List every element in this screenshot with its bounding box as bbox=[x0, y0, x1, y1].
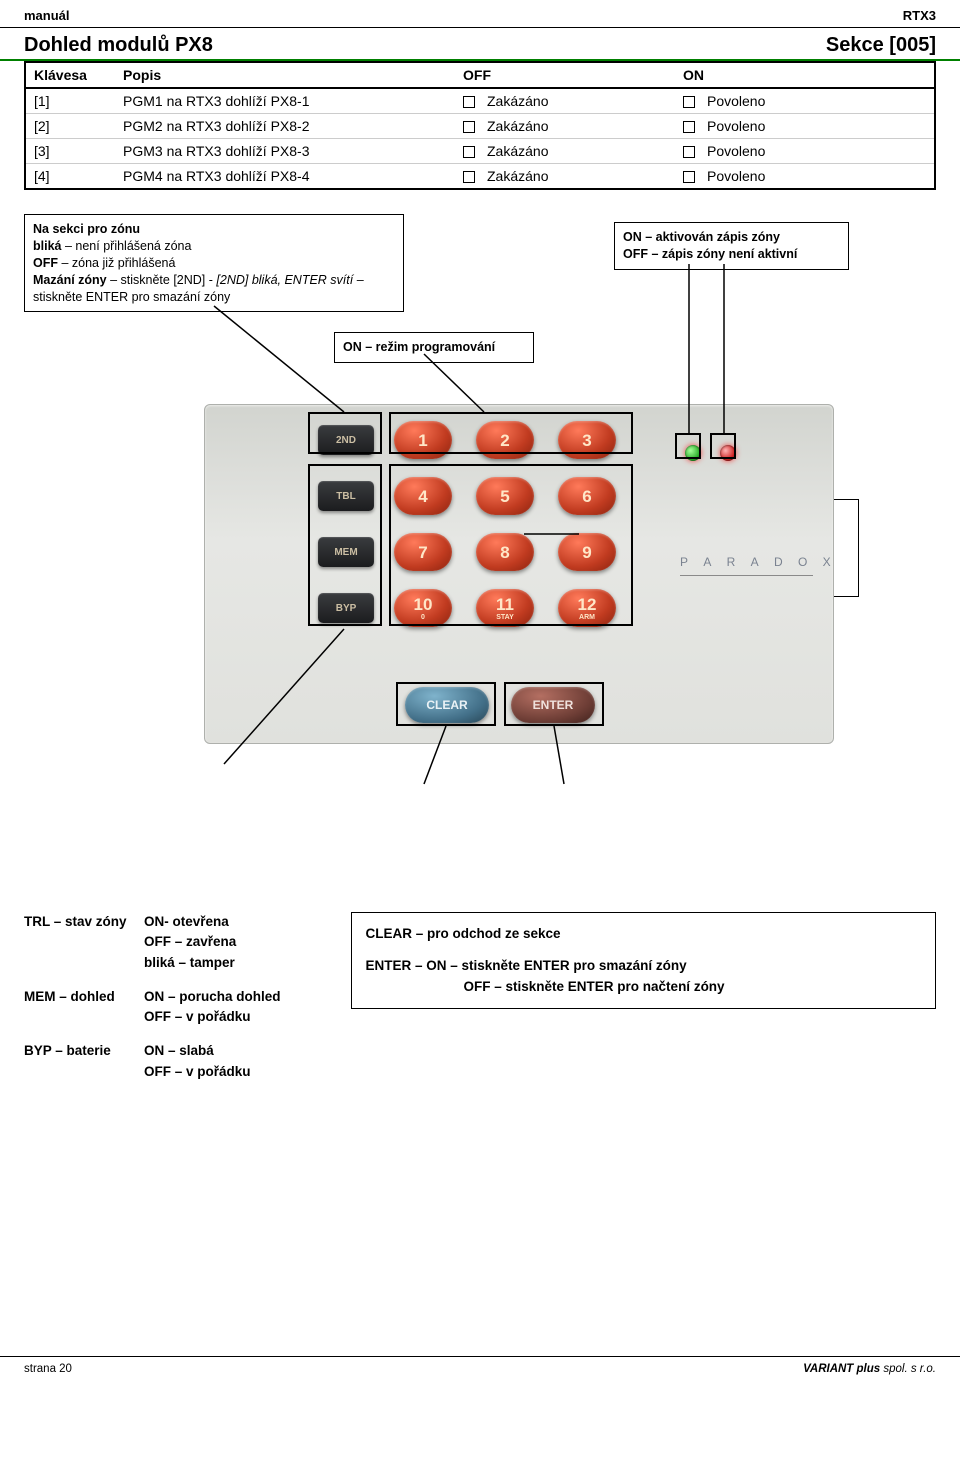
key-8: 8 bbox=[476, 533, 534, 571]
cell-key: [1] bbox=[25, 88, 115, 114]
th-on: ON bbox=[675, 62, 935, 88]
cell-on: Povoleno bbox=[675, 114, 935, 139]
cell-desc: PGM3 na RTX3 dohlíží PX8-3 bbox=[115, 139, 455, 164]
section-title: Dohled modulů PX8 Sekce [005] bbox=[0, 28, 960, 61]
cell-off: Zakázáno bbox=[455, 88, 675, 114]
footer-right: VARIANT plus spol. s r.o. bbox=[803, 1363, 936, 1375]
page-footer: strana 20 VARIANT plus spol. s r.o. bbox=[0, 1356, 960, 1385]
brand-label: P A R A D O X bbox=[680, 555, 813, 576]
key-11: 11STAY bbox=[476, 589, 534, 627]
key-2: 2 bbox=[476, 421, 534, 459]
legend-block: TRL – stav zóny ON- otevřena OFF – zavře… bbox=[24, 912, 936, 1096]
checkbox-icon bbox=[683, 121, 695, 133]
key-byp: BYP bbox=[318, 593, 374, 623]
cell-key: [4] bbox=[25, 164, 115, 190]
legend-trl: TRL – stav zóny ON- otevřena OFF – zavře… bbox=[24, 912, 281, 973]
cell-key: [3] bbox=[25, 139, 115, 164]
keypad-grid: 2ND 1 2 3 TBL 4 5 6 MEM 7 8 9 BYP 100 11… bbox=[315, 415, 645, 633]
key-5: 5 bbox=[476, 477, 534, 515]
key-tbl: TBL bbox=[318, 481, 374, 511]
section-title-right: Sekce [005] bbox=[826, 34, 936, 57]
th-off: OFF bbox=[455, 62, 675, 88]
key-enter: ENTER bbox=[511, 687, 595, 723]
cell-off: Zakázáno bbox=[455, 114, 675, 139]
section-title-left: Dohled modulů PX8 bbox=[24, 34, 213, 57]
cell-desc: PGM1 na RTX3 dohlíží PX8-1 bbox=[115, 88, 455, 114]
key-2nd: 2ND bbox=[318, 425, 374, 455]
key-7: 7 bbox=[394, 533, 452, 571]
checkbox-icon bbox=[463, 146, 475, 158]
table-row: [1] PGM1 na RTX3 dohlíží PX8-1 Zakázáno … bbox=[25, 88, 935, 114]
cell-key: [2] bbox=[25, 114, 115, 139]
table-row: [3] PGM3 na RTX3 dohlíží PX8-3 Zakázáno … bbox=[25, 139, 935, 164]
key-4: 4 bbox=[394, 477, 452, 515]
legend-mem: MEM – dohled ON – porucha dohled OFF – v… bbox=[24, 987, 281, 1028]
header-right: RTX3 bbox=[903, 8, 936, 23]
callout-prog-mode: ON – režim programování bbox=[334, 332, 534, 363]
keypad-diagram: Na sekci pro zónu bliká – není přihlášen… bbox=[24, 214, 936, 894]
table-body: [1] PGM1 na RTX3 dohlíží PX8-1 Zakázáno … bbox=[25, 88, 935, 189]
checkbox-icon bbox=[463, 96, 475, 108]
table-row: [4] PGM4 na RTX3 dohlíží PX8-4 Zakázáno … bbox=[25, 164, 935, 190]
legend-byp: BYP – baterie ON – slabá OFF – v pořádku bbox=[24, 1041, 281, 1082]
cell-desc: PGM2 na RTX3 dohlíží PX8-2 bbox=[115, 114, 455, 139]
th-key: Klávesa bbox=[25, 62, 115, 88]
keypad: 2ND 1 2 3 TBL 4 5 6 MEM 7 8 9 BYP 100 11… bbox=[204, 404, 834, 744]
checkbox-icon bbox=[683, 96, 695, 108]
checkbox-icon bbox=[683, 171, 695, 183]
callout-zone-section: Na sekci pro zónu bliká – není přihlášen… bbox=[24, 214, 404, 312]
bottom-buttons: CLEAR ENTER bbox=[405, 687, 595, 723]
cell-on: Povoleno bbox=[675, 164, 935, 190]
key-9: 9 bbox=[558, 533, 616, 571]
cell-desc: PGM4 na RTX3 dohlíží PX8-4 bbox=[115, 164, 455, 190]
key-1: 1 bbox=[394, 421, 452, 459]
key-12: 12ARM bbox=[558, 589, 616, 627]
page-header: manuál RTX3 bbox=[0, 0, 960, 28]
callout-zapis: ON – aktivován zápis zóny OFF – zápis zó… bbox=[614, 222, 849, 270]
cell-on: Povoleno bbox=[675, 139, 935, 164]
key-mem: MEM bbox=[318, 537, 374, 567]
legend-left: TRL – stav zóny ON- otevřena OFF – zavře… bbox=[24, 912, 281, 1096]
clear-enter-box: CLEAR – pro odchod ze sekce ENTER – ON –… bbox=[351, 912, 936, 1009]
led-red bbox=[720, 445, 736, 461]
checkbox-icon bbox=[683, 146, 695, 158]
led-green bbox=[685, 445, 701, 461]
footer-left: strana 20 bbox=[24, 1363, 72, 1375]
key-6: 6 bbox=[558, 477, 616, 515]
header-left: manuál bbox=[24, 8, 70, 23]
checkbox-icon bbox=[463, 171, 475, 183]
cell-on: Povoleno bbox=[675, 88, 935, 114]
table-row: [2] PGM2 na RTX3 dohlíží PX8-2 Zakázáno … bbox=[25, 114, 935, 139]
cell-off: Zakázáno bbox=[455, 139, 675, 164]
key-3: 3 bbox=[558, 421, 616, 459]
th-desc: Popis bbox=[115, 62, 455, 88]
options-table: Klávesa Popis OFF ON [1] PGM1 na RTX3 do… bbox=[24, 61, 936, 190]
checkbox-icon bbox=[463, 121, 475, 133]
key-10: 100 bbox=[394, 589, 452, 627]
key-clear: CLEAR bbox=[405, 687, 489, 723]
cell-off: Zakázáno bbox=[455, 164, 675, 190]
